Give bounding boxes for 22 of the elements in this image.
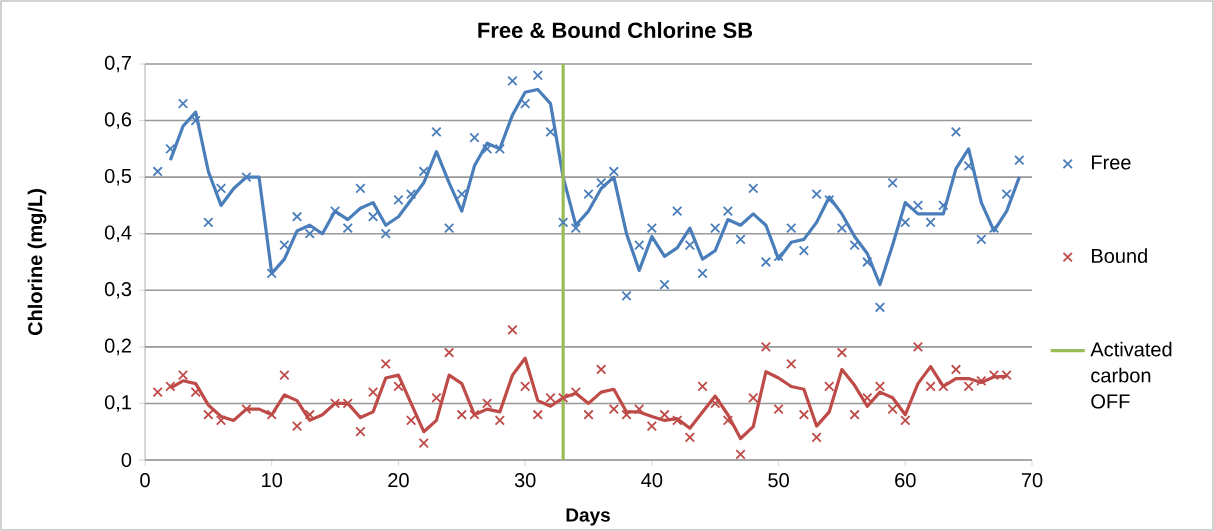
x-tick-label: 40 (641, 473, 663, 488)
y-tick-label: 0,5 (104, 168, 132, 186)
y-tick-label: 0 (121, 452, 132, 468)
y-tick-label: 0,6 (104, 112, 132, 129)
y-axis-title: Chlorine (mg/L) (27, 189, 47, 336)
x-tick-label: 50 (768, 473, 789, 488)
y-tick-label: 0,1 (104, 395, 131, 412)
x-tick-label: 10 (262, 473, 283, 488)
x-axis-title: Days (566, 508, 610, 526)
chart-title: Free & Bound Chlorine SB (478, 21, 753, 39)
legend-label: Activated carbon OFF (1090, 341, 1172, 409)
x-tick-label: 20 (388, 473, 409, 488)
y-tick-label: 0,2 (104, 338, 131, 356)
y-tick-label: 0,7 (104, 55, 131, 73)
y-tick-label: 0,3 (104, 282, 132, 299)
x-tick-label: 30 (514, 473, 536, 488)
x-tick-label: 60 (895, 473, 916, 488)
legend-label: Free (1092, 155, 1131, 170)
x-tick-label: 70 (1021, 473, 1043, 488)
y-tick-label: 0,4 (104, 225, 132, 242)
x-tick-label: 0 (140, 473, 150, 488)
legend-label: Bound (1092, 248, 1147, 264)
